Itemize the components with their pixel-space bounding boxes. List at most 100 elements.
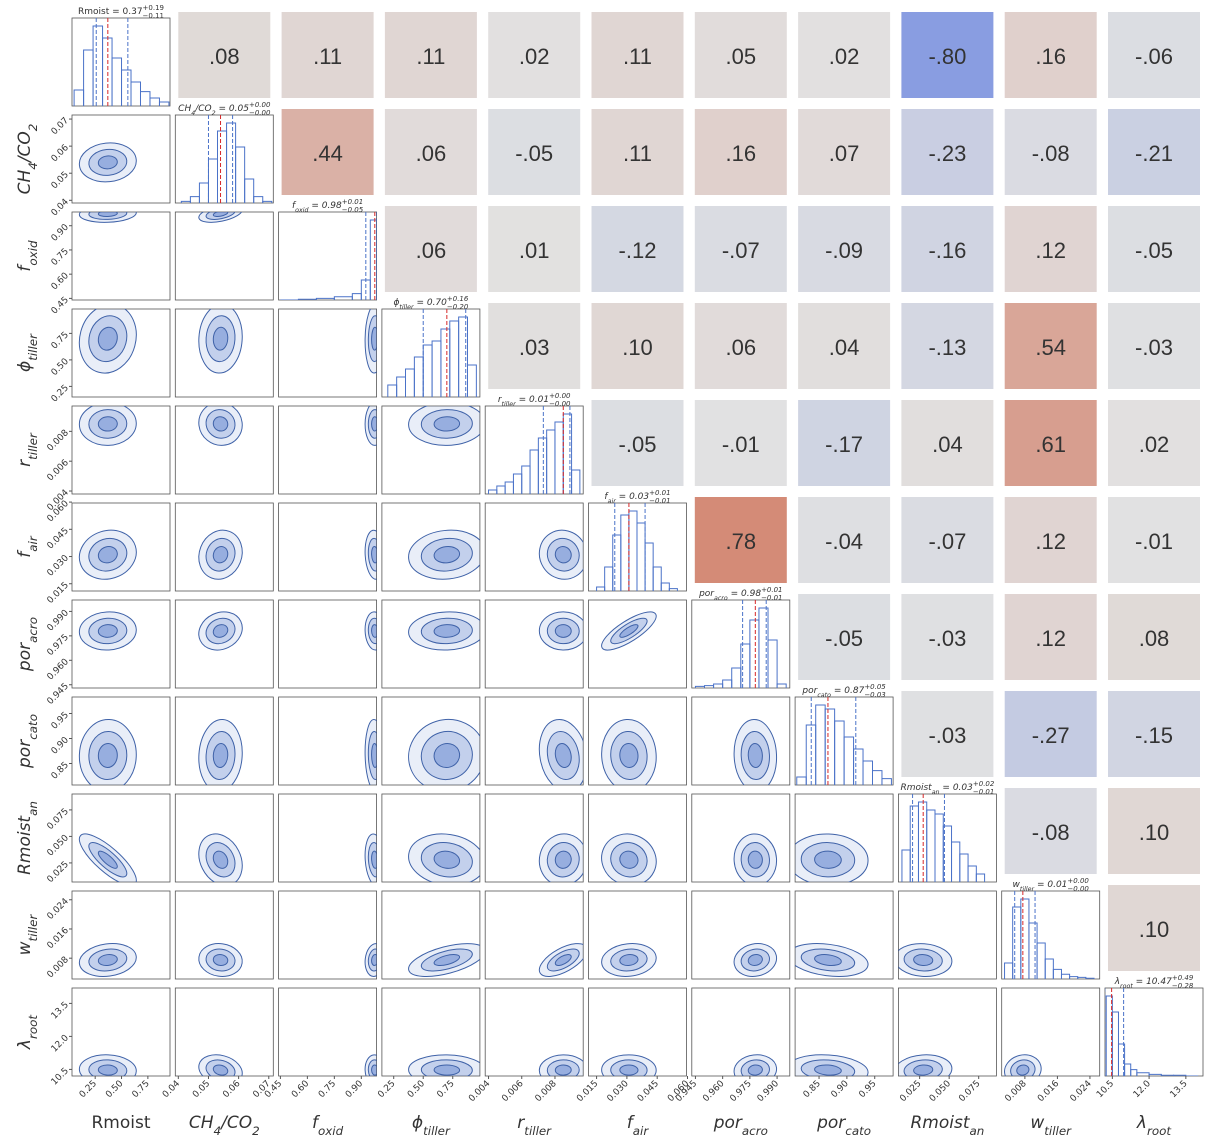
- panel: [733, 833, 778, 882]
- correlation-label: .11: [416, 44, 445, 69]
- panel-frame: [71, 890, 171, 980]
- panel: [198, 718, 243, 785]
- density-contour: [97, 850, 118, 869]
- panel-frame: [174, 599, 274, 689]
- density-contour: [212, 212, 229, 218]
- histogram-bin: [1044, 958, 1054, 979]
- correlation-label: -.07: [722, 238, 760, 263]
- density-contour: [814, 850, 842, 869]
- label-subscript: acro: [26, 617, 40, 643]
- label-subscript: oxid: [26, 240, 40, 266]
- title-median: 0.37: [123, 7, 143, 17]
- title-minus: −0.00: [1067, 885, 1089, 893]
- density-contour: [367, 409, 377, 439]
- histogram-bin: [83, 49, 94, 106]
- histogram-bin: [926, 809, 936, 882]
- label-part: por: [816, 1113, 846, 1133]
- title-median: 0.03: [953, 783, 973, 793]
- correlation-cell: [1004, 788, 1097, 874]
- y-tick-label: 0.015: [46, 581, 71, 606]
- x-tick-label: 13.5: [1168, 1079, 1189, 1100]
- histogram-bin: [253, 196, 264, 203]
- y-tick-label: 0.05: [50, 170, 71, 191]
- x-axis-label: Rmoist: [91, 1113, 150, 1133]
- panel: [601, 833, 657, 882]
- density-contour: [619, 954, 639, 966]
- panel-frame: [794, 890, 894, 980]
- density-contour: [420, 730, 473, 780]
- x-tick-label: 0.006: [500, 1079, 525, 1104]
- density-contour: [367, 842, 377, 878]
- density-contour: [546, 730, 580, 780]
- panel: [1004, 1054, 1042, 1076]
- x-tick-label: 0.75: [435, 1079, 456, 1100]
- histogram-bin: [431, 340, 442, 397]
- histogram-bin: [620, 514, 630, 591]
- density-contour: [546, 1059, 580, 1076]
- correlation-label: .54: [1035, 335, 1066, 360]
- panel-frame: [71, 211, 171, 301]
- density-contour: [747, 850, 763, 869]
- histogram-bin: [351, 293, 362, 300]
- panel-frame: [1001, 987, 1101, 1077]
- title-equals: =: [308, 201, 321, 211]
- x-tick-label: 0.075: [957, 1079, 982, 1104]
- density-contour: [420, 948, 473, 972]
- panel-frame: [691, 696, 791, 786]
- density-contour: [205, 1059, 236, 1076]
- correlation-label: -.15: [1135, 723, 1173, 748]
- panel: [901, 794, 986, 882]
- label-part: /CO: [219, 1113, 252, 1133]
- density-contour: [619, 624, 639, 638]
- label-subscript: 2: [26, 124, 40, 132]
- density-contour: [903, 948, 943, 972]
- x-tick-label: 12.0: [1132, 1079, 1153, 1100]
- histogram-bin: [660, 582, 670, 591]
- panel-frame: [381, 696, 481, 786]
- histogram-bin: [1111, 1011, 1119, 1076]
- y-axis-label: λroot: [15, 1014, 40, 1051]
- panel: [364, 406, 377, 446]
- histogram-bin: [731, 667, 742, 688]
- density-contour: [205, 948, 236, 972]
- panel: [78, 1054, 137, 1076]
- label-subscript: tiller: [26, 914, 40, 942]
- correlation-label: -.07: [928, 529, 966, 554]
- histogram-title: poracro = 0.98+0.01 −0.01: [698, 586, 782, 602]
- label-subscript: tiller: [26, 432, 40, 460]
- panel-frame: [278, 308, 378, 398]
- correlation-label: -.09: [825, 238, 863, 263]
- histogram-title: Rmoistan = 0.03+0.02 −0.01: [900, 780, 994, 796]
- y-tick-label: 0.90: [50, 735, 71, 756]
- panel-frame: [71, 599, 171, 689]
- y-tick-label: 0.25: [50, 383, 71, 404]
- histogram-bin: [628, 510, 638, 591]
- density-contour: [913, 1064, 934, 1076]
- correlation-cell: [798, 303, 891, 389]
- correlation-label: .10: [622, 335, 653, 360]
- density-contour: [610, 1059, 648, 1076]
- panel: [538, 833, 584, 882]
- title-equals: =: [616, 492, 629, 502]
- panel-frame: [71, 793, 171, 883]
- correlation-cell: [694, 497, 787, 583]
- density-contour: [205, 731, 236, 781]
- panel: [198, 212, 243, 223]
- density-contour: [800, 842, 856, 878]
- histogram-title: porcato = 0.87+0.05 −0.03: [801, 683, 886, 699]
- density-contour: [433, 416, 461, 432]
- correlation-label: -.17: [825, 432, 863, 457]
- density-contour: [740, 842, 770, 878]
- density-contour: [601, 718, 657, 785]
- panel-frame: [588, 793, 687, 883]
- title-minus: −0.20: [447, 303, 469, 311]
- label-part: f: [627, 1113, 636, 1133]
- x-tick-label: 0.50: [406, 1079, 427, 1100]
- density-contour: [538, 833, 584, 882]
- correlation-label: .61: [1035, 432, 1066, 457]
- panel-frame: [71, 114, 171, 204]
- correlation-cell: [488, 109, 581, 195]
- correlation-cell: [694, 303, 787, 389]
- label-part: f: [312, 1113, 321, 1133]
